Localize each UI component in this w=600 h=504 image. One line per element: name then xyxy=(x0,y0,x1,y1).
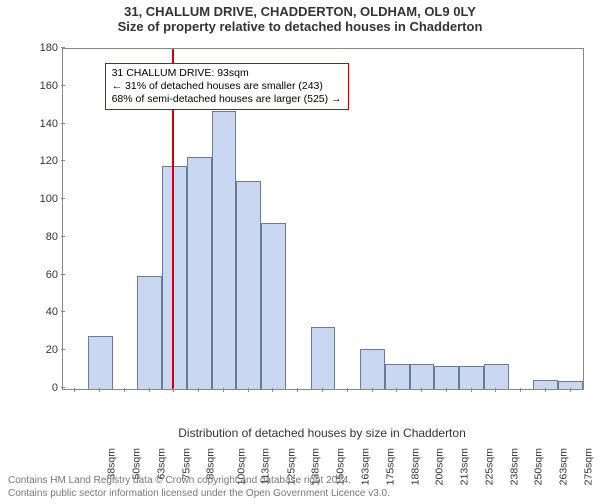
annotation-box: 31 CHALLUM DRIVE: 93sqm← 31% of detached… xyxy=(105,63,349,110)
histogram-bar xyxy=(187,157,212,389)
histogram-bar xyxy=(360,349,385,389)
footer-line1: Contains HM Land Registry data © Crown c… xyxy=(8,474,592,487)
histogram-bar xyxy=(236,181,261,389)
histogram-bar xyxy=(88,336,113,389)
y-tick-label: 20 xyxy=(0,344,58,356)
histogram-bar xyxy=(162,166,187,389)
histogram-bar xyxy=(434,366,459,389)
annotation-line1: 31 CHALLUM DRIVE: 93sqm xyxy=(112,67,342,80)
histogram-bar xyxy=(137,276,162,389)
histogram-bar xyxy=(212,111,237,389)
x-axis-label: Distribution of detached houses by size … xyxy=(62,426,582,440)
y-tick-label: 60 xyxy=(0,269,58,281)
chart-container: Number of detached properties 31 CHALLUM… xyxy=(0,42,600,446)
page-title-line1: 31, CHALLUM DRIVE, CHADDERTON, OLDHAM, O… xyxy=(0,4,600,19)
histogram-bar xyxy=(311,327,336,389)
y-tick-label: 40 xyxy=(0,306,58,318)
histogram-bar xyxy=(261,223,286,389)
footer-attribution: Contains HM Land Registry data © Crown c… xyxy=(8,474,592,500)
histogram-bar xyxy=(385,364,410,389)
y-tick-label: 140 xyxy=(0,118,58,130)
plot-area: 31 CHALLUM DRIVE: 93sqm← 31% of detached… xyxy=(62,48,584,390)
y-tick-label: 120 xyxy=(0,155,58,167)
histogram-bar xyxy=(410,364,435,389)
annotation-line3: 68% of semi-detached houses are larger (… xyxy=(112,93,342,106)
histogram-bar xyxy=(484,364,509,389)
histogram-bar xyxy=(459,366,484,389)
histogram-bar xyxy=(558,381,583,389)
y-tick-label: 180 xyxy=(0,42,58,54)
y-tick-label: 0 xyxy=(0,382,58,394)
y-tick-label: 160 xyxy=(0,80,58,92)
y-tick-label: 100 xyxy=(0,193,58,205)
page-title-line2: Size of property relative to detached ho… xyxy=(0,19,600,34)
annotation-line2: ← 31% of detached houses are smaller (24… xyxy=(112,80,342,93)
histogram-bar xyxy=(533,380,558,389)
y-tick-label: 80 xyxy=(0,231,58,243)
footer-line2: Contains public sector information licen… xyxy=(8,487,592,500)
